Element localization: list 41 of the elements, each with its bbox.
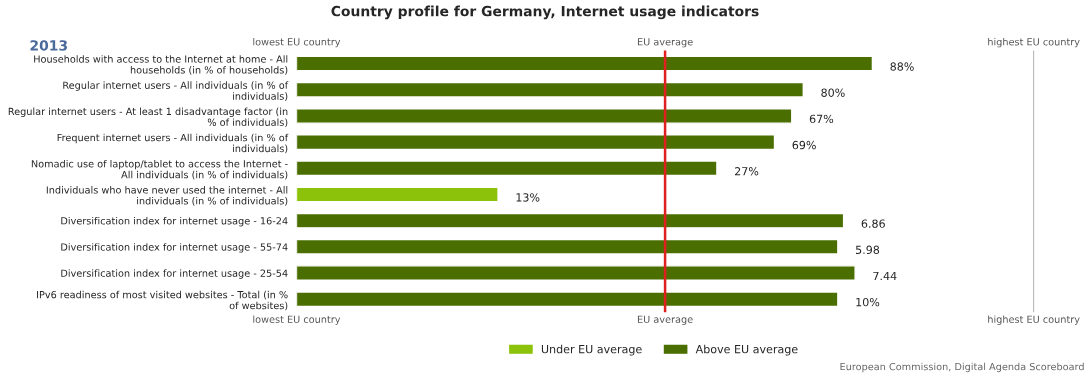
- text: 27%: [735, 167, 759, 176]
- y-tick-label: Households with access to the Internet at home - All households (in % of households): [34, 55, 288, 75]
- text: 67%: [809, 114, 834, 124]
- y-tick-label: Regular internet users - At least 1 disadvantage factor (in % of individuals): [8, 107, 288, 128]
- y-tick-label: Diversification index for internet usage - 55-74: [61, 243, 288, 253]
- bar: [296, 265, 856, 281]
- y-tick-label: Regular internet users - All individuals (in % of individuals): [63, 81, 289, 101]
- y-tick-label: Diversification index for internet usage - 16-24: [61, 216, 288, 227]
- y-tick-label: IPv6 readiness of most visited websites - Total (in % of websites): [37, 290, 288, 311]
- bar: [296, 186, 499, 203]
- text: lowest EU country: [253, 315, 341, 325]
- text: 7.44: [873, 271, 897, 281]
- bar: [296, 55, 874, 72]
- ref-line-label: highest EU country: [988, 315, 1080, 325]
- bar: [296, 81, 804, 98]
- legend-label: Above EU average: [695, 344, 798, 356]
- ref-line-label: EU average: [637, 38, 693, 48]
- bar: [296, 160, 718, 177]
- chart-title: Country profile for Germany, Internet usage indicators: [331, 5, 759, 20]
- text: 5.98: [855, 245, 880, 254]
- text: EU average: [637, 315, 693, 325]
- bar: [296, 291, 839, 308]
- y-tick-label: Diversification index for internet usage - 25-54: [61, 269, 288, 279]
- y-tick-label: Frequent internet users - All individuals (in % of individuals): [57, 133, 289, 154]
- y-tick-label: Individuals who have never used the internet - All individuals (in % of individuals): [46, 186, 288, 206]
- text: 6.86: [861, 219, 885, 228]
- text: highest EU country: [988, 37, 1080, 48]
- text: 88%: [890, 62, 914, 71]
- bar: [296, 108, 793, 124]
- bar: [296, 212, 845, 229]
- text: 80%: [821, 88, 845, 97]
- text: lowest EU country: [253, 37, 341, 48]
- text: 2013: [30, 40, 67, 51]
- text: 13%: [516, 193, 540, 202]
- bar: [296, 238, 839, 255]
- bar: [296, 134, 776, 151]
- text: 10%: [856, 297, 880, 307]
- y-tick-label: Nomadic use of laptop/tablet to access the Internet - All individuals (in % of individuals): [31, 159, 288, 180]
- text: 69%: [792, 140, 816, 150]
- legend-label: Under EU average: [541, 344, 642, 356]
- text: European Commission, Digital Agenda Scoreboard: [840, 362, 1084, 373]
